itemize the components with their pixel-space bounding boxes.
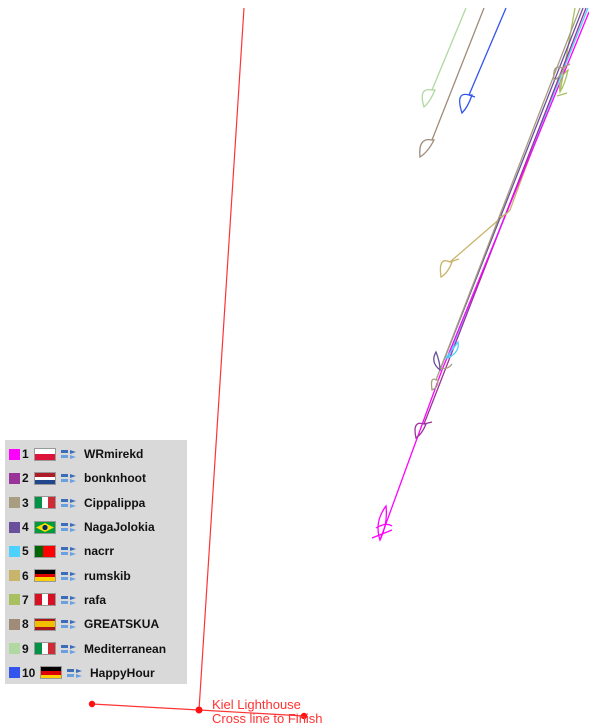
color-swatch [9, 570, 20, 582]
player-name[interactable]: Cippalippa [84, 495, 146, 510]
germany-flag-icon [34, 569, 56, 583]
finish-label-lighthouse: Kiel Lighthouse [212, 697, 301, 712]
legend-row[interactable]: 4 NagaJolokia [9, 515, 187, 539]
player-name[interactable]: rumskib [84, 568, 131, 583]
spain-flag-icon [34, 617, 56, 631]
finish-mark-right [300, 712, 308, 720]
boat-icon [67, 668, 82, 678]
track-cippalippa [435, 7, 581, 381]
boat-greatskua[interactable] [419, 138, 436, 159]
player-name[interactable]: nacrr [84, 544, 115, 559]
netherlands-flag-icon [34, 471, 56, 485]
rank-number: 4 [22, 520, 29, 535]
player-name[interactable]: bonknhoot [84, 471, 146, 486]
boat-icon [61, 498, 76, 508]
player-name[interactable]: Mediterranean [84, 641, 167, 656]
portugal-flag-icon [34, 544, 56, 558]
rank-number: 2 [22, 471, 29, 486]
finish-line [91, 7, 305, 717]
boat-rafa[interactable] [556, 68, 570, 97]
rank-number: 7 [22, 592, 29, 607]
peru-flag-icon [34, 593, 56, 607]
color-swatch [9, 618, 20, 630]
rank-number: 3 [22, 495, 29, 510]
boat-icon [61, 450, 76, 460]
boat-leader-cluster-top[interactable] [553, 63, 571, 81]
rank-number: 6 [22, 568, 29, 583]
brazil-flag-icon [34, 520, 56, 534]
legend-row[interactable]: 9 Mediterranean [9, 636, 187, 660]
finish-mark-left [88, 700, 96, 708]
italy-flag-icon [34, 496, 56, 510]
player-name[interactable]: NagaJolokia [84, 520, 155, 535]
legend-row[interactable]: 2 bonknhoot [9, 466, 187, 490]
boat-bonknhoot[interactable] [414, 421, 433, 440]
boat-happyhour[interactable] [459, 93, 476, 115]
color-swatch [9, 497, 20, 509]
boat-icon [61, 571, 76, 581]
rank-number: 5 [22, 544, 29, 559]
boat-icon [61, 474, 76, 484]
legend-row[interactable]: 8 GREATSKUA [9, 612, 187, 636]
color-swatch [9, 545, 20, 557]
boat-icon [61, 595, 76, 605]
legend-row[interactable]: 10 HappyHour [9, 661, 187, 685]
legend-row[interactable]: 1 WRmirekd [9, 442, 187, 466]
boat-nagajolokia[interactable] [433, 350, 441, 372]
italy-flag-icon [34, 642, 56, 656]
player-name[interactable]: rafa [84, 592, 107, 607]
germany-flag-icon [40, 666, 62, 680]
rank-number: 10 [22, 665, 36, 680]
player-name[interactable]: WRmirekd [84, 447, 144, 462]
boat-rumskib[interactable] [439, 209, 511, 279]
player-name[interactable]: HappyHour [90, 665, 155, 680]
color-swatch [9, 643, 20, 655]
boat-icon [61, 644, 76, 654]
rank-number: 8 [22, 617, 29, 632]
poland-flag-icon [34, 447, 56, 461]
track-happyhour [468, 7, 507, 96]
ranking-legend: 1 WRmirekd 2 bonknhoot 3 Cippalippa 4 Na… [5, 440, 187, 684]
boat-mediterranean[interactable] [421, 88, 436, 109]
track-greatskua [431, 7, 485, 141]
rank-number: 9 [22, 641, 29, 656]
color-swatch [9, 521, 20, 533]
boat-icon [61, 547, 76, 557]
color-swatch [9, 472, 20, 484]
legend-row[interactable]: 6 rumskib [9, 563, 187, 587]
finish-label-cross: Cross line to Finish [212, 711, 323, 726]
boat-wrmirekd[interactable] [371, 504, 393, 542]
track-wrmirekd [379, 11, 589, 541]
legend-row[interactable]: 5 nacrr [9, 539, 187, 563]
boat-cippalippa[interactable] [430, 363, 453, 391]
rank-number: 1 [22, 447, 29, 462]
legend-row[interactable]: 7 rafa [9, 588, 187, 612]
finish-mark-lighthouse [195, 706, 203, 714]
player-name[interactable]: GREATSKUA [84, 617, 160, 632]
legend-row[interactable]: 3 Cippalippa [9, 491, 187, 515]
color-swatch [9, 594, 20, 606]
color-swatch [9, 667, 20, 679]
boat-icon [61, 523, 76, 533]
color-swatch [9, 448, 20, 460]
boat-nacrr[interactable] [444, 340, 459, 359]
track-mediterranean [431, 7, 467, 91]
boat-icon [61, 620, 76, 630]
